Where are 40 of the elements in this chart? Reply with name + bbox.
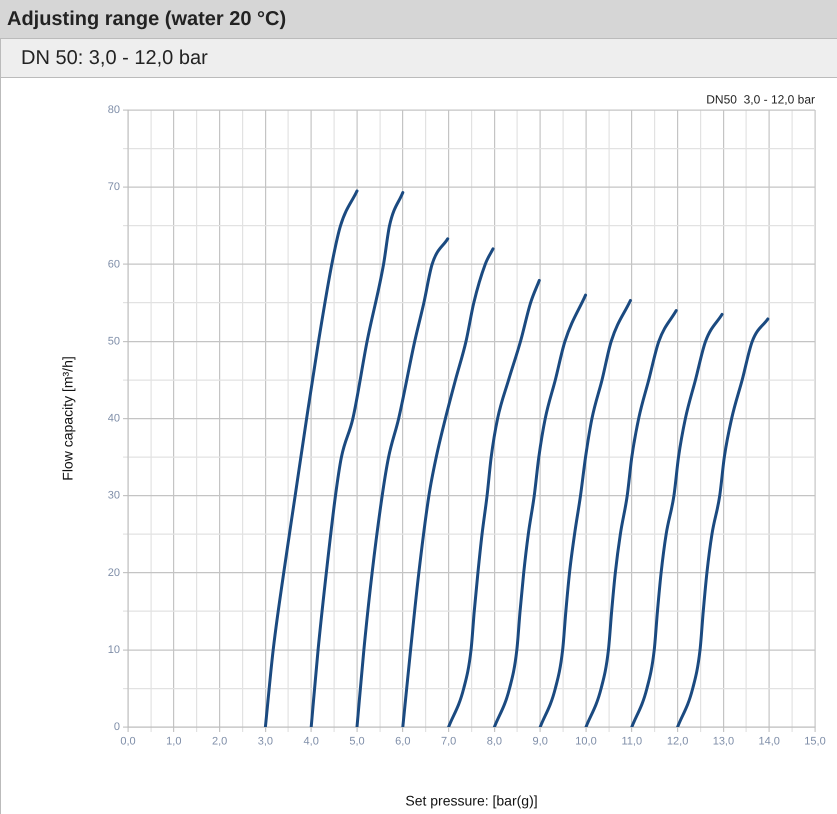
- y-tick-label: 60: [108, 258, 120, 270]
- line-series: [356, 237, 450, 727]
- x-tick-label: 2,0: [212, 736, 228, 748]
- chart-subtitle: DN 50: 3,0 - 12,0 bar: [0, 39, 837, 78]
- y-axis-title: Flow capacity [m³/h]: [59, 356, 76, 481]
- y-tick-label: 50: [108, 335, 120, 348]
- x-tick-label: 8,0: [486, 736, 502, 748]
- line-series: [310, 191, 404, 727]
- y-tick-label: 10: [108, 644, 120, 656]
- x-tick-label: 1,0: [166, 736, 182, 748]
- y-tick-label: 70: [108, 181, 120, 194]
- line-series: [401, 247, 495, 727]
- x-tick-label: 15,0: [804, 736, 826, 748]
- x-tick-label: 7,0: [440, 736, 456, 748]
- line-series: [492, 294, 588, 727]
- line-series: [538, 299, 632, 727]
- y-tick-label: 80: [108, 104, 120, 116]
- x-tick-label: 10,0: [575, 736, 597, 748]
- y-tick-label: 40: [108, 412, 120, 425]
- x-tick-label: 0,0: [120, 736, 136, 748]
- x-tick-label: 5,0: [349, 736, 365, 748]
- x-tick-label: 9,0: [532, 736, 548, 748]
- x-tick-label: 3,0: [258, 736, 274, 748]
- x-tick-label: 4,0: [304, 736, 319, 748]
- y-tick-label: 0: [114, 721, 120, 734]
- x-tick-label: 11,0: [622, 736, 642, 748]
- line-series: [584, 309, 678, 727]
- line-series: [630, 312, 724, 727]
- x-tick-label: 6,0: [395, 736, 410, 748]
- y-tick-label: 30: [108, 490, 120, 502]
- x-tick-label: 14,0: [758, 736, 780, 748]
- text: DN50 3,0 - 12,0 bar: [706, 92, 815, 106]
- x-axis-title: Set pressure: [bar(g)]: [405, 792, 538, 808]
- x-tick-label: 13,0: [712, 736, 734, 748]
- line-series: [676, 318, 770, 727]
- chart-title: Adjusting range (water 20 °C): [0, 0, 837, 39]
- line-series: [264, 189, 358, 727]
- line-series: [447, 278, 541, 727]
- x-tick-label: 12,0: [666, 736, 688, 748]
- y-tick-label: 20: [108, 566, 120, 579]
